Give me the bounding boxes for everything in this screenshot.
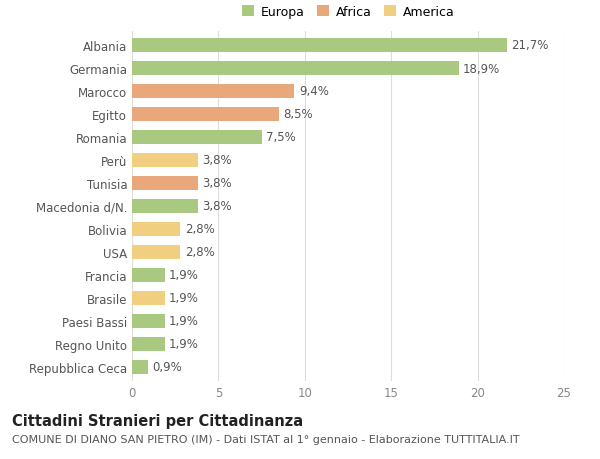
- Text: 1,9%: 1,9%: [169, 315, 199, 328]
- Bar: [132, 62, 458, 76]
- Text: 7,5%: 7,5%: [266, 131, 296, 144]
- Bar: [132, 39, 507, 53]
- Text: 3,8%: 3,8%: [202, 177, 232, 190]
- Bar: [132, 153, 197, 168]
- Text: Cittadini Stranieri per Cittadinanza: Cittadini Stranieri per Cittadinanza: [12, 413, 303, 428]
- Text: 2,8%: 2,8%: [185, 223, 214, 236]
- Text: 0,9%: 0,9%: [152, 361, 182, 374]
- Text: 9,4%: 9,4%: [299, 85, 329, 98]
- Text: 18,9%: 18,9%: [463, 62, 500, 75]
- Bar: [132, 268, 165, 283]
- Text: 8,5%: 8,5%: [283, 108, 313, 121]
- Legend: Europa, Africa, America: Europa, Africa, America: [242, 6, 454, 19]
- Bar: [132, 84, 295, 99]
- Bar: [132, 107, 279, 122]
- Bar: [132, 314, 165, 329]
- Bar: [132, 222, 181, 237]
- Text: COMUNE DI DIANO SAN PIETRO (IM) - Dati ISTAT al 1° gennaio - Elaborazione TUTTIT: COMUNE DI DIANO SAN PIETRO (IM) - Dati I…: [12, 434, 520, 444]
- Bar: [132, 130, 262, 145]
- Text: 3,8%: 3,8%: [202, 154, 232, 167]
- Text: 1,9%: 1,9%: [169, 338, 199, 351]
- Bar: [132, 245, 181, 260]
- Bar: [132, 360, 148, 375]
- Bar: [132, 291, 165, 306]
- Text: 1,9%: 1,9%: [169, 269, 199, 282]
- Text: 2,8%: 2,8%: [185, 246, 214, 259]
- Bar: [132, 176, 197, 191]
- Text: 3,8%: 3,8%: [202, 200, 232, 213]
- Text: 21,7%: 21,7%: [511, 39, 548, 52]
- Bar: [132, 337, 165, 352]
- Bar: [132, 199, 197, 214]
- Text: 1,9%: 1,9%: [169, 292, 199, 305]
